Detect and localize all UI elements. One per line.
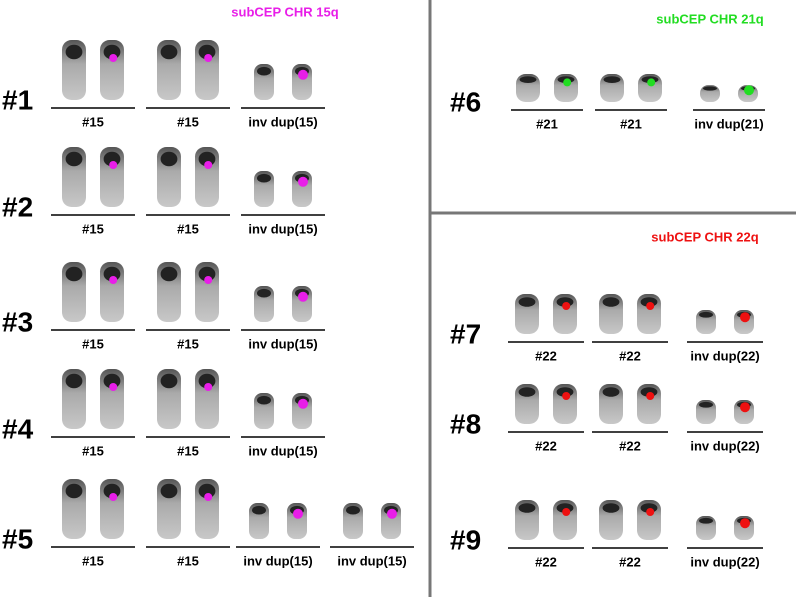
chromosome-label: inv dup(22) xyxy=(690,554,759,569)
fish-signal xyxy=(646,302,655,310)
fish-signal xyxy=(646,392,655,400)
fish-signal xyxy=(293,508,303,519)
fish-signal xyxy=(298,398,308,409)
centromere xyxy=(160,151,178,167)
fish-signal xyxy=(740,518,750,529)
fish-signal xyxy=(204,383,213,391)
chromosome-label: #22 xyxy=(535,554,557,569)
chromosome-label: inv dup(15) xyxy=(248,221,317,236)
chromosome-label: #22 xyxy=(535,438,557,453)
centromere xyxy=(699,401,713,408)
centromere xyxy=(65,44,83,60)
chromosome-label: #15 xyxy=(82,336,104,351)
centromere xyxy=(160,373,178,389)
chromosome-label: #22 xyxy=(535,348,557,363)
centromere xyxy=(257,66,271,76)
fish-signal xyxy=(204,54,213,62)
centromere xyxy=(699,517,713,524)
fish-signal xyxy=(740,402,750,413)
centromere xyxy=(518,387,536,397)
centromere xyxy=(65,373,83,389)
chromosome-label: inv dup(21) xyxy=(694,116,763,131)
centromere xyxy=(703,86,717,91)
case-label: #6 xyxy=(450,86,481,117)
case-label: #7 xyxy=(450,318,481,349)
chromosome-label: #21 xyxy=(536,116,558,131)
centromere xyxy=(518,503,536,513)
centromere xyxy=(603,76,621,83)
fish-signal xyxy=(387,508,397,519)
fish-signal xyxy=(109,161,118,169)
fish-signal xyxy=(298,291,308,302)
fish-signal xyxy=(204,276,213,284)
case-label: #9 xyxy=(450,524,481,555)
chromosome-label: #15 xyxy=(82,114,104,129)
fish-signal xyxy=(647,78,656,87)
fish-signal xyxy=(744,85,754,96)
chromosome-label: #15 xyxy=(82,443,104,458)
fish-signal xyxy=(298,176,308,187)
centromere xyxy=(602,503,620,513)
chromosome-label: inv dup(15) xyxy=(337,553,406,568)
fish-signal xyxy=(562,508,571,516)
chromosome-label: inv dup(22) xyxy=(690,438,759,453)
case-label: #2 xyxy=(2,191,33,222)
fish-signal xyxy=(298,69,308,80)
case-label: #1 xyxy=(2,84,33,115)
centromere xyxy=(160,44,178,60)
fish-signal xyxy=(562,302,571,310)
centromere xyxy=(252,505,266,515)
chromosome-label: #21 xyxy=(620,116,642,131)
panel-title: subCEP CHR 21q xyxy=(656,11,763,26)
centromere xyxy=(160,266,178,282)
centromere xyxy=(699,311,713,318)
centromere xyxy=(65,151,83,167)
fish-signal xyxy=(740,312,750,323)
chromosome-label: #15 xyxy=(82,221,104,236)
centromere xyxy=(257,395,271,405)
fish-signal xyxy=(562,392,571,400)
chromosome-label: inv dup(15) xyxy=(243,553,312,568)
centromere xyxy=(257,288,271,298)
fish-signal xyxy=(204,161,213,169)
panel-title: subCEP CHR 22q xyxy=(651,229,758,244)
fish-signal xyxy=(204,493,213,501)
case-label: #8 xyxy=(450,408,481,439)
centromere xyxy=(257,173,271,183)
centromere xyxy=(518,297,536,307)
chromosome-label: inv dup(15) xyxy=(248,114,317,129)
fish-signal xyxy=(109,276,118,284)
fish-signal xyxy=(109,383,118,391)
chromosome-label: inv dup(15) xyxy=(248,443,317,458)
chromosome-label: inv dup(22) xyxy=(690,348,759,363)
centromere xyxy=(346,505,360,515)
chromosome-label: #15 xyxy=(177,443,199,458)
chromosome-label: #22 xyxy=(619,438,641,453)
chromosome-label: #15 xyxy=(177,553,199,568)
chromosome-label: #15 xyxy=(177,114,199,129)
centromere xyxy=(602,387,620,397)
centromere xyxy=(519,76,537,83)
chromosome-label: #15 xyxy=(177,336,199,351)
chromosome-label: #15 xyxy=(177,221,199,236)
chromosome-label: #15 xyxy=(82,553,104,568)
fish-signal xyxy=(109,54,118,62)
centromere xyxy=(65,483,83,499)
case-label: #5 xyxy=(2,523,33,554)
chromosome-label: #22 xyxy=(619,348,641,363)
fish-signal xyxy=(646,508,655,516)
centromere xyxy=(65,266,83,282)
fish-signal xyxy=(109,493,118,501)
case-label: #3 xyxy=(2,306,33,337)
centromere xyxy=(160,483,178,499)
case-label: #4 xyxy=(2,413,34,444)
chromosome-label: inv dup(15) xyxy=(248,336,317,351)
centromere xyxy=(602,297,620,307)
panel-title: subCEP CHR 15q xyxy=(231,4,338,19)
fish-signal xyxy=(563,78,572,87)
chromosome-label: #22 xyxy=(619,554,641,569)
